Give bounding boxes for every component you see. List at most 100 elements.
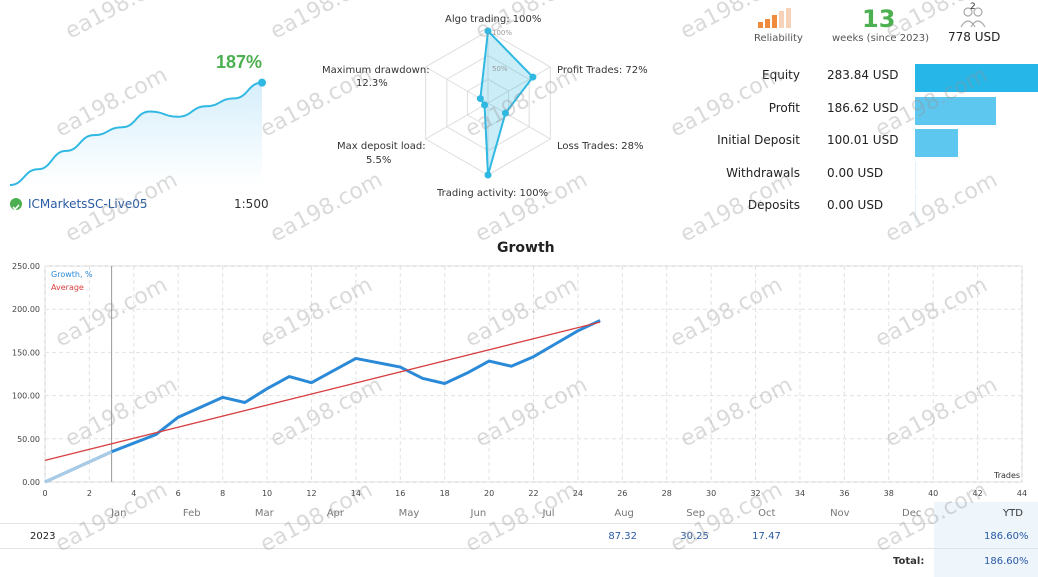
verified-icon bbox=[10, 198, 22, 211]
stat-value-profit: 186.62 USD bbox=[827, 100, 899, 115]
stat-label-profit: Profit bbox=[768, 100, 800, 115]
ytd-column bbox=[934, 502, 1038, 577]
month-jul: Jul bbox=[542, 508, 555, 519]
month-aug: Aug bbox=[614, 508, 634, 519]
y-tick-label: 50.00 bbox=[17, 435, 40, 444]
account-server[interactable]: ICMarketsSC-Live05 bbox=[28, 197, 148, 211]
year-2023: 2023 bbox=[30, 531, 56, 542]
x-tick-label: 24 bbox=[573, 489, 583, 498]
y-tick-label: 100.00 bbox=[12, 392, 40, 401]
stat-bar-initial-deposit bbox=[915, 129, 959, 157]
total-value: 186.60% bbox=[984, 556, 1029, 567]
x-tick-label: 14 bbox=[351, 489, 361, 498]
month-value-sep: 30.25 bbox=[680, 531, 709, 542]
month-apr: Apr bbox=[326, 508, 345, 519]
stat-bar-equity bbox=[915, 64, 1038, 92]
watermark: ea198.com bbox=[61, 0, 182, 45]
radar-point-activity bbox=[484, 171, 492, 179]
radar-value-drawdown: 12.3% bbox=[356, 78, 388, 89]
month-may: May bbox=[398, 508, 420, 519]
stat-value-withdrawals: 0.00 USD bbox=[827, 165, 884, 180]
x-tick-label: 2 bbox=[87, 489, 92, 498]
series-average-line bbox=[44, 321, 601, 462]
radar-point-profit bbox=[529, 73, 537, 81]
stat-label-initial-deposit: Initial Deposit bbox=[717, 133, 800, 147]
month-mar: Mar bbox=[254, 508, 274, 519]
watermark: ea198.com bbox=[266, 0, 387, 45]
radar-point-drawdown bbox=[476, 95, 484, 103]
x-tick-label: 6 bbox=[176, 489, 181, 498]
x-tick-label: 36 bbox=[839, 489, 849, 498]
total-label: Total: bbox=[893, 556, 925, 567]
x-tick-label: 32 bbox=[750, 489, 760, 498]
month-jun: Jun bbox=[470, 508, 487, 519]
month-jan: Jan bbox=[111, 508, 127, 519]
x-tick-label: 0 bbox=[42, 489, 47, 498]
subscribers-count: 2 bbox=[970, 2, 976, 12]
y-tick-label: 0.00 bbox=[22, 478, 40, 487]
watermark: ea198.com bbox=[881, 167, 1002, 248]
weeks-label: weeks (since 2023) bbox=[832, 33, 930, 44]
x-tick-label: 16 bbox=[395, 489, 405, 498]
x-tick-label: 20 bbox=[484, 489, 494, 498]
month-value-aug: 87.32 bbox=[608, 531, 637, 542]
x-tick-label: 8 bbox=[220, 489, 225, 498]
ytd-header: YTD bbox=[1003, 508, 1023, 519]
month-feb: Feb bbox=[182, 508, 201, 519]
stat-label-withdrawals: Withdrawals bbox=[726, 165, 800, 180]
series-growth-line bbox=[44, 319, 601, 484]
y-tick-label: 250.00 bbox=[12, 262, 40, 271]
ring-label-100: 100% bbox=[492, 29, 512, 37]
subscribers-icon bbox=[958, 3, 988, 29]
series-growth-initial-segment bbox=[44, 450, 113, 484]
reliability-icon bbox=[758, 8, 800, 28]
radar-label-algo: Algo trading: 100% bbox=[445, 14, 542, 25]
radar-label-activity: Trading activity: 100% bbox=[437, 188, 549, 199]
x-tick-label: 18 bbox=[440, 489, 450, 498]
radar-value-deposit-load: 5.5% bbox=[366, 155, 392, 166]
watermark: ea198.com bbox=[266, 167, 387, 248]
radar-point-algo bbox=[484, 27, 492, 35]
x-tick-label: 34 bbox=[795, 489, 805, 498]
month-nov: Nov bbox=[830, 508, 850, 519]
x-tick-label: 28 bbox=[662, 489, 672, 498]
x-tick-label: 12 bbox=[306, 489, 316, 498]
radar-point-loss bbox=[501, 109, 509, 117]
ytd-value: 186.60% bbox=[984, 531, 1029, 542]
legend-average: Average bbox=[51, 283, 84, 292]
radar-label-drawdown: Maximum drawdown: bbox=[322, 65, 430, 76]
stat-label-equity: Equity bbox=[762, 68, 800, 82]
radar-label-loss: Loss Trades: 28% bbox=[557, 141, 644, 152]
stat-label-deposits: Deposits bbox=[747, 198, 800, 212]
stat-bar-profit bbox=[915, 96, 996, 125]
legend-growth: Growth, % bbox=[51, 270, 93, 279]
month-oct: Oct bbox=[758, 508, 776, 519]
stat-value-deposits: 0.00 USD bbox=[827, 198, 884, 212]
stat-value-initial-deposit: 100.01 USD bbox=[827, 133, 899, 147]
stat-value-equity: 283.84 USD bbox=[827, 68, 899, 82]
month-sep: Sep bbox=[686, 508, 706, 519]
subscribers-value: 778 USD bbox=[948, 30, 1001, 44]
y-tick-label: 200.00 bbox=[12, 305, 40, 314]
x-tick-label: 30 bbox=[706, 489, 716, 498]
reliability-label: Reliability bbox=[754, 33, 803, 44]
x-tick-label: 22 bbox=[528, 489, 538, 498]
growth-percent: 187% bbox=[216, 52, 263, 72]
chart-title: Growth bbox=[497, 240, 555, 256]
month-dec: Dec bbox=[902, 508, 922, 519]
weeks-count: 13 bbox=[862, 5, 896, 33]
x-tick-label: 42 bbox=[972, 489, 982, 498]
x-tick-label: 40 bbox=[928, 489, 938, 498]
month-value-oct: 17.47 bbox=[752, 531, 781, 542]
stat-bar-deposits bbox=[915, 194, 916, 222]
leverage: 1:500 bbox=[234, 197, 269, 211]
ring-label-50: 50% bbox=[492, 65, 508, 73]
x-tick-label: 38 bbox=[884, 489, 894, 498]
mini-growth-chart bbox=[9, 78, 266, 186]
x-tick-label: 4 bbox=[131, 489, 136, 498]
radar-label-profit: Profit Trades: 72% bbox=[557, 65, 648, 76]
x-tick-label: 44 bbox=[1017, 489, 1027, 498]
x-tick-label: 26 bbox=[617, 489, 627, 498]
x-tick-label: 10 bbox=[262, 489, 272, 498]
x-axis-label: Trades bbox=[994, 471, 1021, 480]
